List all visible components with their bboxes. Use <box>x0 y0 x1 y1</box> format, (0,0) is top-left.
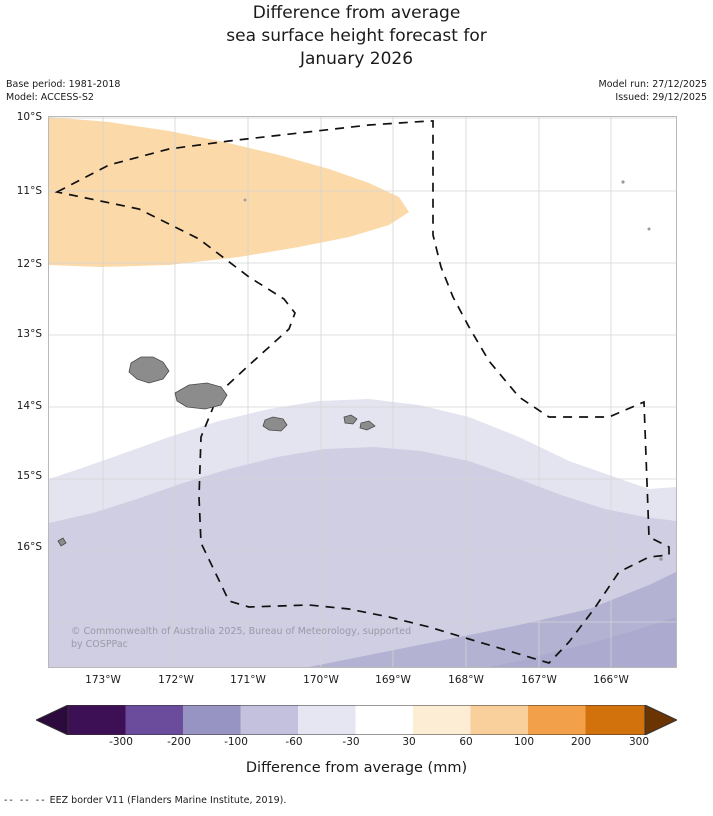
colorbar-tick-label: -300 <box>109 736 133 748</box>
anomaly-region-negative-60 <box>49 447 676 667</box>
colorbar-tick-label: -30 <box>342 736 360 748</box>
colorbar-tick-label: -200 <box>167 736 191 748</box>
x-tick-label: 167°W <box>521 674 557 686</box>
island-landmasses <box>57 356 376 547</box>
y-tick-label: 15°S <box>16 470 42 482</box>
chart-title: Difference from average sea surface heig… <box>0 2 713 71</box>
title-line-3: January 2026 <box>299 49 414 69</box>
colorbar-title: Difference from average (mm) <box>245 760 468 776</box>
eez-border-line <box>54 120 670 664</box>
colorbar-tick-label: 30 <box>402 736 416 748</box>
anomaly-region-positive-60 <box>49 117 409 267</box>
island-dots <box>243 180 663 561</box>
base-period-label: Base period: 1981-2018 <box>6 79 121 90</box>
model-run-label: Model run: 27/12/2025 <box>598 79 707 90</box>
colorbar-extend-low <box>36 705 68 735</box>
map-credit: © Commonwealth of Australia 2025, Bureau… <box>71 625 501 651</box>
colorbar-tick-label: -100 <box>224 736 248 748</box>
colorbar-tick-label: 60 <box>459 736 473 748</box>
y-tick-label: 14°S <box>16 400 42 412</box>
footnote-text: EEZ border V11 (Flanders Marine Institut… <box>49 795 287 806</box>
map-canvas[interactable]: © Commonwealth of Australia 2025, Bureau… <box>48 116 677 668</box>
colorbar-tick-label: -60 <box>285 736 303 748</box>
credit-line-2: by COSPPac <box>71 639 128 650</box>
meta-right: Model run: 27/12/2025 Issued: 29/12/2025 <box>599 78 707 104</box>
credit-line-1: © Commonwealth of Australia 2025, Bureau… <box>71 626 412 637</box>
meta-left: Base period: 1981-2018 Model: ACCESS-S2 <box>6 78 120 104</box>
colorbar <box>34 704 679 736</box>
colorbar-tick-label: 100 <box>513 736 535 748</box>
y-tick-label: 16°S <box>16 541 42 553</box>
map-graphic <box>49 117 676 667</box>
title-line-2: sea surface height forecast for <box>226 26 487 46</box>
colorbar-swatches <box>68 705 645 735</box>
colorbar-tick-label: 200 <box>570 736 592 748</box>
gridlines <box>49 117 676 667</box>
x-tick-label: 168°W <box>448 674 484 686</box>
x-tick-label: 172°W <box>158 674 194 686</box>
x-tick-label: 173°W <box>85 674 121 686</box>
y-tick-label: 12°S <box>16 258 42 270</box>
colorbar-graphic <box>34 704 679 736</box>
issued-label: Issued: 29/12/2025 <box>615 92 707 103</box>
colorbar-tick-label: 300 <box>628 736 650 748</box>
x-tick-label: 169°W <box>375 674 411 686</box>
colorbar-extend-high <box>645 705 677 735</box>
eez-dash-symbol: -- -- -- <box>4 795 47 806</box>
y-tick-label: 13°S <box>16 328 42 340</box>
anomaly-region-negative-200 <box>489 617 676 667</box>
footnote: -- -- -- EEZ border V11 (Flanders Marine… <box>4 795 286 806</box>
x-tick-label: 166°W <box>593 674 629 686</box>
title-line-1: Difference from average <box>252 3 461 23</box>
x-tick-label: 171°W <box>230 674 266 686</box>
y-tick-label: 10°S <box>16 111 42 123</box>
model-label: Model: ACCESS-S2 <box>6 92 94 103</box>
y-tick-label: 11°S <box>16 185 42 197</box>
anomaly-region-negative-100 <box>309 572 676 667</box>
x-tick-label: 170°W <box>303 674 339 686</box>
